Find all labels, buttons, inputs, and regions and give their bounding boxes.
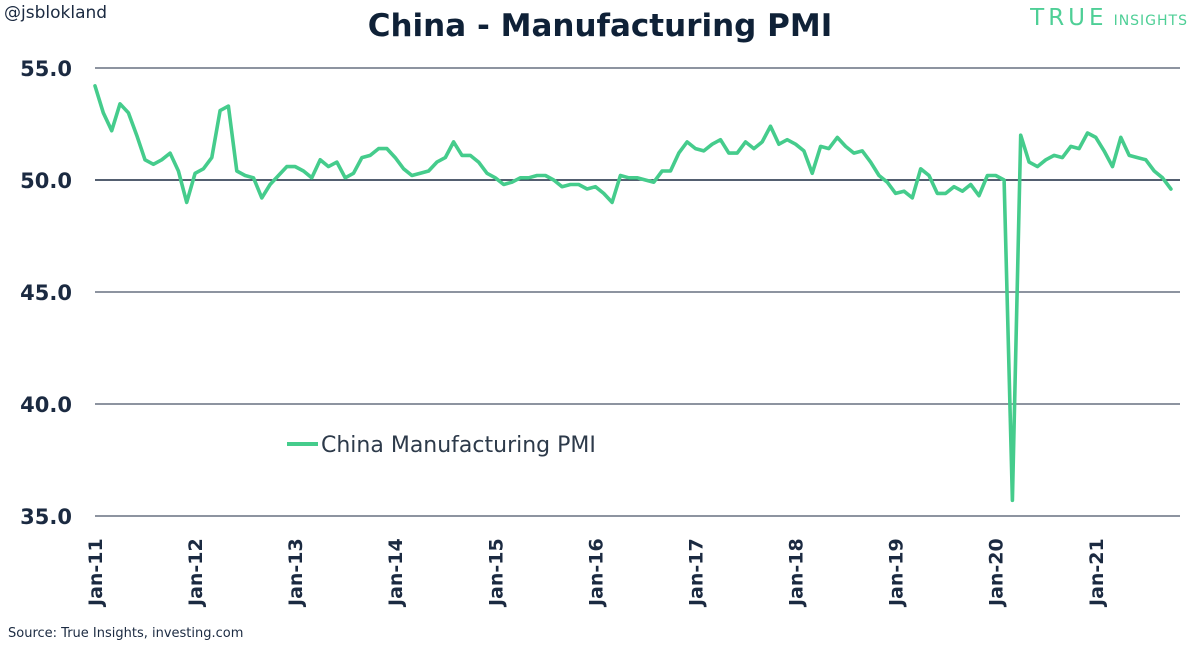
x-tick-label: Jan-19 <box>886 538 908 608</box>
legend-label: China Manufacturing PMI <box>321 433 596 458</box>
chart-title: China - Manufacturing PMI <box>367 8 833 44</box>
source-note: Source: True Insights, investing.com <box>8 626 244 641</box>
author-handle: @jsblokland <box>4 3 108 23</box>
gridlines <box>95 67 1180 517</box>
series-layer <box>93 84 1173 503</box>
x-tick-label: Jan-13 <box>285 538 307 608</box>
x-tick-label: Jan-11 <box>85 538 107 608</box>
x-tick-label: Jan-17 <box>685 538 707 608</box>
x-tick-label: Jan-12 <box>185 538 207 608</box>
y-tick-label: 35.0 <box>20 505 72 529</box>
x-tick-label: Jan-20 <box>986 538 1008 608</box>
x-tick-label: Jan-15 <box>485 538 507 608</box>
brand-logo: TRUE INSIGHTS <box>1030 5 1188 31</box>
x-tick-label: Jan-18 <box>786 538 808 608</box>
x-tick-label: Jan-21 <box>1086 538 1108 608</box>
y-tick-label: 45.0 <box>20 281 72 305</box>
brand-logo-main: TRUE <box>1030 5 1108 31</box>
x-tick-label: Jan-16 <box>585 538 607 608</box>
y-tick-label: 55.0 <box>20 57 72 81</box>
x-tick-label: Jan-14 <box>385 538 407 608</box>
y-tick-label: 50.0 <box>20 169 72 193</box>
y-axis-ticks: 55.0 50.0 45.0 40.0 35.0 <box>20 57 72 529</box>
y-tick-label: 40.0 <box>20 393 72 417</box>
brand-logo-sub: INSIGHTS <box>1113 13 1188 29</box>
legend: China Manufacturing PMI <box>287 433 596 458</box>
x-axis-ticks: Jan-11 Jan-12 Jan-13 Jan-14 Jan-15 Jan-16 Jan-… <box>85 538 1108 608</box>
series-line <box>93 84 1173 503</box>
